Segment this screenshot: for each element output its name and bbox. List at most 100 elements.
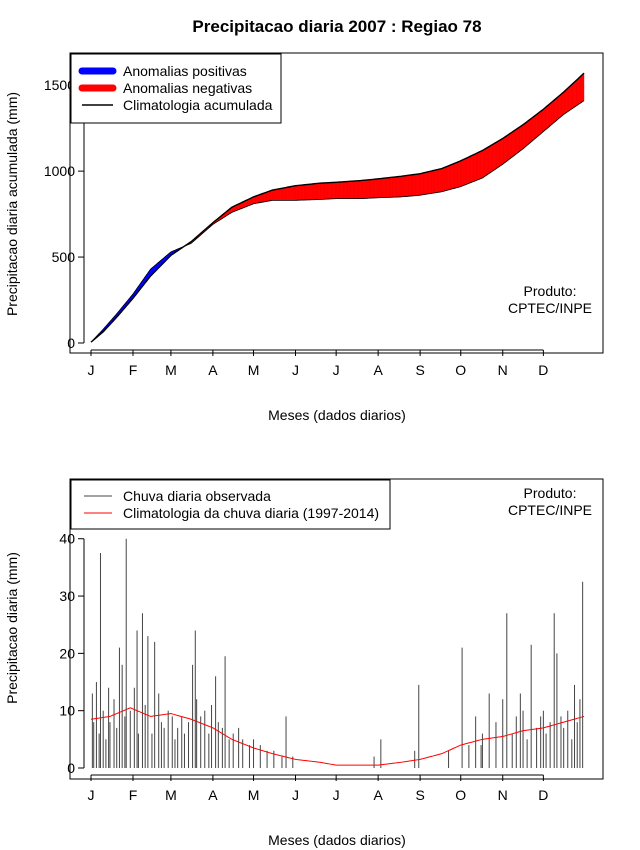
y-tick-label: 10 bbox=[59, 703, 75, 719]
negative-anomaly-band bbox=[413, 174, 415, 197]
negative-anomaly-band bbox=[262, 192, 265, 203]
negative-anomaly-band bbox=[575, 79, 578, 107]
negative-anomaly-band bbox=[509, 132, 512, 160]
x-tick-label: F bbox=[129, 362, 138, 378]
negative-anomaly-band bbox=[323, 182, 326, 200]
negative-anomaly-band bbox=[368, 179, 371, 199]
y-tick-label: 1000 bbox=[44, 163, 75, 179]
x-tick-label: D bbox=[538, 362, 548, 378]
negative-anomaly-band bbox=[560, 92, 563, 118]
negative-anomaly-band bbox=[581, 73, 583, 103]
y-tick-label: 0 bbox=[67, 335, 75, 351]
negative-anomaly-band bbox=[507, 133, 510, 161]
negative-anomaly-band bbox=[312, 183, 315, 200]
negative-anomaly-band bbox=[316, 183, 319, 200]
negative-anomaly-band bbox=[524, 122, 526, 149]
x-tick-label: J bbox=[88, 362, 95, 378]
negative-anomaly-band bbox=[275, 189, 277, 201]
negative-anomaly-band bbox=[562, 91, 564, 116]
negative-anomaly-band bbox=[353, 180, 356, 199]
negative-anomaly-band bbox=[384, 177, 387, 198]
y-axis-label: Precipitacao diaria (mm) bbox=[4, 552, 20, 704]
negative-anomaly-band bbox=[436, 169, 438, 193]
negative-anomaly-band bbox=[425, 171, 428, 195]
negative-anomaly-band bbox=[335, 181, 338, 199]
negative-anomaly-band bbox=[399, 176, 402, 198]
negative-anomaly-band bbox=[283, 187, 285, 201]
negative-anomaly-band bbox=[354, 180, 357, 199]
negative-anomaly-band bbox=[325, 182, 327, 200]
negative-anomaly-band bbox=[314, 183, 317, 200]
negative-anomaly-band bbox=[360, 180, 363, 199]
x-tick-label: J bbox=[333, 787, 340, 803]
negative-anomaly-band bbox=[494, 142, 497, 171]
negative-anomaly-band bbox=[487, 146, 490, 175]
negative-anomaly-band bbox=[289, 186, 292, 201]
negative-anomaly-band bbox=[467, 156, 470, 185]
negative-anomaly-band bbox=[571, 82, 574, 110]
negative-anomaly-band bbox=[514, 128, 517, 156]
negative-anomaly-band bbox=[349, 181, 352, 199]
negative-anomaly-band bbox=[577, 77, 579, 106]
negative-anomaly-band bbox=[281, 187, 284, 201]
negative-anomaly-band bbox=[377, 178, 380, 198]
negative-anomaly-band bbox=[479, 150, 482, 180]
negative-anomaly-band bbox=[409, 174, 411, 197]
negative-anomaly-band bbox=[288, 186, 291, 201]
negative-anomaly-band bbox=[402, 175, 405, 197]
negative-anomaly-band bbox=[303, 184, 306, 201]
negative-anomaly-band bbox=[369, 179, 372, 199]
negative-anomaly-band bbox=[344, 181, 346, 199]
negative-anomaly-band bbox=[268, 190, 270, 202]
negative-anomaly-band bbox=[300, 184, 303, 201]
negative-anomaly-band bbox=[418, 173, 421, 196]
negative-anomaly-band bbox=[363, 179, 365, 199]
negative-anomaly-band bbox=[423, 172, 426, 195]
negative-anomaly-band bbox=[499, 138, 502, 167]
negative-anomaly-band bbox=[421, 172, 424, 196]
negative-anomaly-band bbox=[394, 176, 396, 198]
negative-anomaly-band bbox=[451, 163, 453, 190]
negative-anomaly-band bbox=[307, 184, 310, 201]
negative-anomaly-band bbox=[468, 155, 471, 184]
negative-anomaly-band bbox=[306, 184, 308, 201]
negative-anomaly-band bbox=[330, 182, 333, 200]
negative-anomaly-band bbox=[315, 183, 318, 200]
negative-anomaly-band bbox=[296, 185, 299, 201]
negative-anomaly-band bbox=[326, 182, 329, 200]
negative-anomaly-band bbox=[380, 178, 383, 198]
negative-anomaly-band bbox=[295, 185, 298, 201]
negative-anomaly-band bbox=[566, 87, 568, 113]
negative-anomaly-band bbox=[486, 146, 489, 176]
negative-anomaly-band bbox=[417, 173, 419, 196]
negative-anomaly-band bbox=[522, 123, 525, 150]
climatology-accumulated-line bbox=[90, 72, 585, 343]
x-tick-label: A bbox=[208, 362, 218, 378]
negative-anomaly-band bbox=[383, 177, 386, 198]
negative-anomaly-band bbox=[493, 142, 495, 172]
negative-anomaly-band bbox=[490, 144, 493, 173]
negative-anomaly-band bbox=[456, 161, 459, 188]
legend-label-climatology: Climatologia da chuva diaria (1997-2014) bbox=[123, 505, 379, 521]
negative-anomaly-band bbox=[470, 155, 472, 184]
negative-anomaly-band bbox=[513, 129, 516, 157]
negative-anomaly-band bbox=[277, 188, 280, 201]
x-tick-label: J bbox=[292, 787, 299, 803]
negative-anomaly-band bbox=[398, 176, 400, 198]
negative-anomaly-band bbox=[292, 185, 295, 201]
negative-anomaly-band bbox=[266, 191, 269, 202]
negative-anomaly-band bbox=[512, 130, 514, 158]
negative-anomaly-band bbox=[551, 100, 554, 126]
y-tick-label: 500 bbox=[52, 249, 76, 265]
negative-anomaly-band bbox=[382, 178, 384, 198]
x-tick-label: J bbox=[292, 362, 299, 378]
negative-anomaly-band bbox=[428, 171, 430, 195]
negative-anomaly-band bbox=[411, 174, 414, 197]
negative-anomaly-band bbox=[544, 106, 547, 131]
annotation: Produto: CPTEC/INPE bbox=[508, 485, 592, 518]
negative-anomaly-band bbox=[448, 164, 451, 191]
negative-anomaly-band bbox=[572, 81, 575, 109]
negative-anomaly-band bbox=[319, 182, 322, 200]
negative-anomaly-band bbox=[386, 177, 388, 198]
